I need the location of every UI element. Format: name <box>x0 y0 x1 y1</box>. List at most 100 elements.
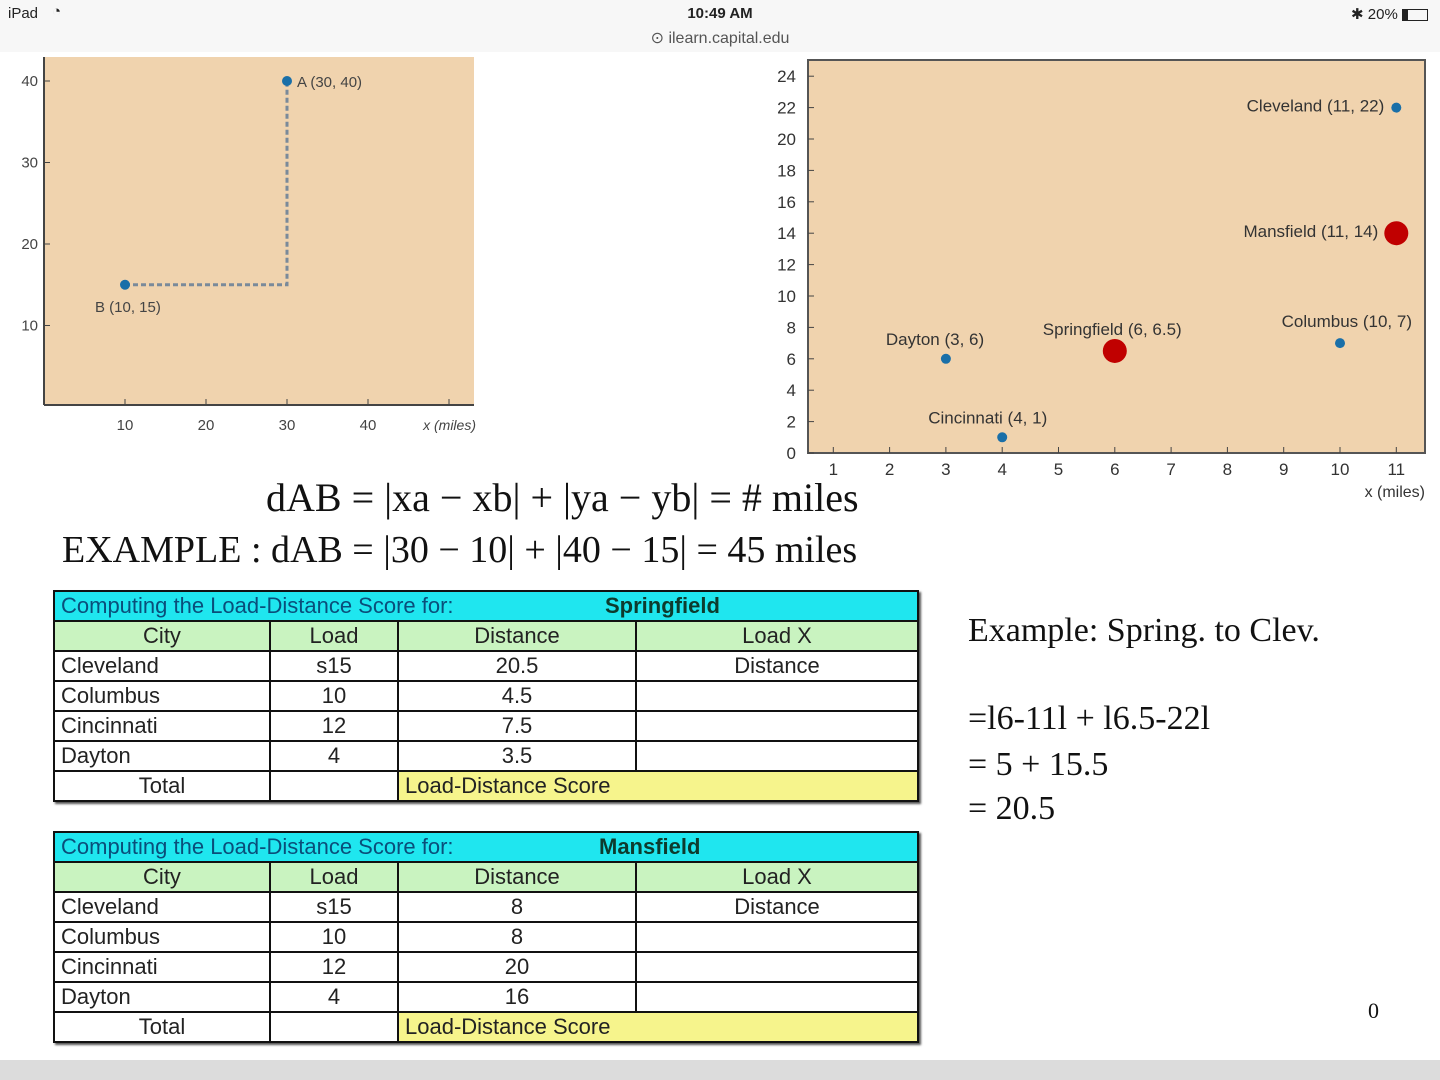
score-cell: Load-Distance Score <box>397 770 919 802</box>
battery-indicator: ✱ 20% <box>1351 5 1428 23</box>
bluetooth-icon: ✱ <box>1351 6 1368 23</box>
url-bar[interactable]: ⊙ ilearn.capital.edu <box>0 28 1440 48</box>
table-cell: Distance <box>635 891 919 923</box>
column-header: Load X <box>635 861 919 893</box>
table-row: Columbus 10 4.5 <box>53 680 919 712</box>
table-header-row: City Load Distance Load X <box>53 861 919 893</box>
table-cell <box>635 740 919 772</box>
x-tick-label: 5 <box>1054 460 1063 479</box>
formula-general: dAB = |xa − xb| + |ya − yb| = # miles <box>266 475 859 520</box>
site-marker <box>1102 338 1127 363</box>
battery-icon <box>1402 9 1428 22</box>
table-cell: 8 <box>397 891 637 923</box>
x-tick-label: 9 <box>1279 460 1288 479</box>
column-header: Load <box>269 620 399 652</box>
table-row: Cincinnati 12 7.5 <box>53 710 919 742</box>
y-tick-label: 24 <box>777 67 796 86</box>
table-cell: 7.5 <box>397 710 637 742</box>
x-tick-label: 4 <box>997 460 1006 479</box>
column-header: Load <box>269 861 399 893</box>
rectilinear-path <box>125 81 289 287</box>
x-tick-label: 11 <box>1387 460 1405 479</box>
device-label: iPad <box>8 5 39 22</box>
table-cell: Columbus <box>53 680 271 712</box>
table-cell: Cincinnati <box>53 951 271 983</box>
column-header: City <box>53 620 271 652</box>
point-label: Mansfield (11, 14) <box>1243 222 1378 241</box>
table-cell: Columbus <box>53 921 271 953</box>
x-tick-label: 30 <box>279 417 296 434</box>
table-cell: Cleveland <box>53 650 271 682</box>
plot-area <box>44 57 474 405</box>
table-row: Cleveland s15 20.5 Distance <box>53 650 919 682</box>
point-label: Cincinnati (4, 1) <box>928 408 1047 427</box>
lock-icon: ⊙ <box>650 30 669 47</box>
chart-rectilinear-distance: 10 20 30 40 10 20 30 40 x (miles) A (30, 40) B (10… <box>21 57 476 434</box>
y-tick-label: 12 <box>777 256 796 275</box>
y-tick-label: 0 <box>787 444 796 463</box>
table-cell: 8 <box>397 921 637 953</box>
total-row: Total Load-Distance Score <box>53 770 919 802</box>
table-header-row: City Load Distance Load X <box>53 620 919 652</box>
table-cell: Distance <box>635 650 919 682</box>
total-label: Total <box>53 1011 271 1043</box>
table-cell: Cleveland <box>53 891 271 923</box>
x-tick-label: 20 <box>198 417 215 434</box>
table-cell: 10 <box>269 680 399 712</box>
point-label: Springfield (6, 6.5) <box>1043 320 1182 339</box>
table-cell: Dayton <box>53 981 271 1013</box>
y-tick-label: 6 <box>787 350 796 369</box>
mansfield-table: Computing the Load-Distance Score for: Ma… <box>53 831 919 1043</box>
table-cell <box>635 710 919 742</box>
x-axis-label: x (miles) <box>1365 484 1425 501</box>
wifi-icon: ◔ <box>52 3 62 20</box>
plot-area <box>807 59 1426 454</box>
point-b <box>120 279 130 290</box>
city-marker <box>1391 102 1402 113</box>
table-cell: Cincinnati <box>53 710 271 742</box>
table-cell: s15 <box>269 650 399 682</box>
table-cell: s15 <box>269 891 399 923</box>
springfield-table: Computing the Load-Distance Score for: Sp… <box>53 590 919 802</box>
y-tick-label: 16 <box>777 193 796 212</box>
formula-example: EXAMPLE : dAB = |30 − 10| + |40 − 15| = … <box>62 529 858 571</box>
table-cell: 10 <box>269 921 399 953</box>
status-bar: iPad ◔ 10:49 AM ⊙ ilearn.capital.edu ✱ 2… <box>0 0 1440 52</box>
example-note-title: Example: Spring. to Clev. <box>968 612 1320 649</box>
table-cell <box>635 921 919 953</box>
url-text: ilearn.capital.edu <box>668 30 790 47</box>
table-title: Computing the Load-Distance Score for: <box>61 834 454 859</box>
y-tick-label: 20 <box>21 236 38 253</box>
table-title: Computing the Load-Distance Score for: <box>61 593 454 618</box>
y-tick-label: 20 <box>777 130 796 149</box>
x-tick-label: 10 <box>1331 460 1350 479</box>
y-tick-label: 18 <box>777 161 796 180</box>
battery-text: 20% <box>1367 6 1398 23</box>
site-name: Mansfield <box>599 834 701 859</box>
x-tick-label: 40 <box>360 417 377 434</box>
x-axis-label: x (miles) <box>422 417 476 433</box>
point-b-label: B (10, 15) <box>95 299 161 316</box>
y-tick-label: 22 <box>777 99 796 118</box>
point-label: Cleveland (11, 22) <box>1247 97 1385 116</box>
column-header: City <box>53 861 271 893</box>
table-cell: Dayton <box>53 740 271 772</box>
city-marker <box>940 353 951 364</box>
example-note-line: = 20.5 <box>968 790 1056 827</box>
site-marker <box>1384 221 1409 246</box>
table-row: Cincinnati 12 20 <box>53 951 919 983</box>
score-cell: Load-Distance Score <box>397 1011 919 1043</box>
table-cell: 16 <box>397 981 637 1013</box>
table-cell: 4 <box>269 740 399 772</box>
page-number: 0 <box>1368 998 1379 1023</box>
table-cell <box>635 981 919 1013</box>
table-cell: 20.5 <box>397 650 637 682</box>
x-tick-label: 3 <box>941 460 950 479</box>
y-tick-label: 40 <box>21 73 38 90</box>
table-row: Dayton 4 3.5 <box>53 740 919 772</box>
city-marker <box>997 432 1008 443</box>
table-row: Cleveland s15 8 Distance <box>53 891 919 923</box>
x-tick-label: 7 <box>1166 460 1175 479</box>
y-tick-label: 14 <box>777 224 796 243</box>
